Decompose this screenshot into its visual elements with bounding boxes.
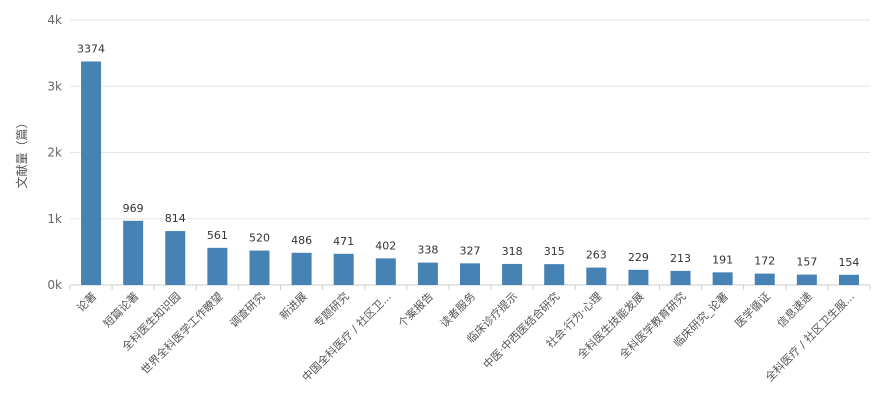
bar-value-label: 172	[754, 255, 775, 268]
y-tick-label: 3k	[47, 79, 62, 93]
bar-value-label: 229	[628, 251, 649, 264]
value-labels: 3374 969 814 561 520 486 471 402 338 327 318 315 263…	[77, 42, 859, 268]
bar[interactable]	[502, 263, 523, 285]
bar-value-label: 814	[165, 212, 186, 225]
x-category-label: 专题研究	[311, 289, 352, 330]
axes: 文献量（篇） 0k 1k 2k 3k 4k	[14, 13, 871, 292]
bar[interactable]	[165, 231, 186, 285]
y-tick-label: 0k	[47, 278, 62, 292]
bar[interactable]	[670, 270, 691, 285]
bar-value-label: 315	[544, 245, 565, 258]
bar[interactable]	[460, 263, 480, 285]
bar[interactable]	[796, 274, 817, 285]
bar[interactable]	[291, 252, 312, 285]
x-category-label: 医学循证	[732, 289, 773, 330]
y-tick-label: 1k	[47, 212, 62, 226]
bar[interactable]	[586, 267, 607, 285]
x-category-label: 读者服务	[437, 289, 478, 330]
bar-value-label: 157	[796, 256, 817, 269]
x-category-label: 信息速递	[774, 289, 815, 330]
x-category-label: 论著	[74, 289, 99, 314]
bar[interactable]	[81, 61, 102, 285]
bar[interactable]	[375, 258, 396, 285]
bar-value-label: 263	[586, 249, 607, 262]
bar[interactable]	[712, 272, 733, 285]
bar[interactable]	[544, 264, 565, 285]
bars	[81, 61, 859, 285]
x-category-label: 中医·中西医结合研究	[480, 289, 562, 371]
bar-value-label: 520	[249, 232, 270, 245]
bar-value-label: 318	[502, 245, 523, 258]
y-tick-label: 4k	[47, 13, 62, 27]
grid-lines	[70, 19, 870, 220]
bar[interactable]	[123, 220, 144, 285]
y-axis-label: 文献量（篇）	[14, 116, 29, 188]
bar-value-label: 327	[460, 244, 481, 257]
x-category-label: 新进展	[276, 289, 309, 322]
bar[interactable]	[754, 273, 775, 285]
x-category-label: 短篇论著	[100, 289, 141, 330]
bar[interactable]	[628, 269, 649, 285]
bar-value-label: 154	[838, 256, 859, 269]
bar[interactable]	[249, 250, 270, 285]
y-tick-label: 2k	[47, 146, 62, 160]
bar[interactable]	[333, 253, 354, 285]
bar-value-label: 486	[291, 234, 312, 247]
x-category-label: 调查研究	[227, 289, 268, 330]
bar[interactable]	[838, 274, 859, 285]
x-category-label: 世界全科医学工作瞭望	[138, 289, 226, 377]
bar-value-label: 471	[333, 235, 354, 248]
x-category-label: 个案报告	[395, 289, 436, 330]
bar-value-label: 3374	[77, 42, 105, 55]
bar-value-label: 402	[375, 239, 396, 252]
bar-value-label: 338	[417, 244, 438, 257]
bar[interactable]	[207, 247, 228, 285]
bar-value-label: 561	[207, 229, 228, 242]
bar-value-label: 191	[712, 253, 733, 266]
bar[interactable]	[417, 262, 438, 285]
bar-value-label: 969	[123, 202, 144, 215]
bar-value-label: 213	[670, 252, 691, 265]
